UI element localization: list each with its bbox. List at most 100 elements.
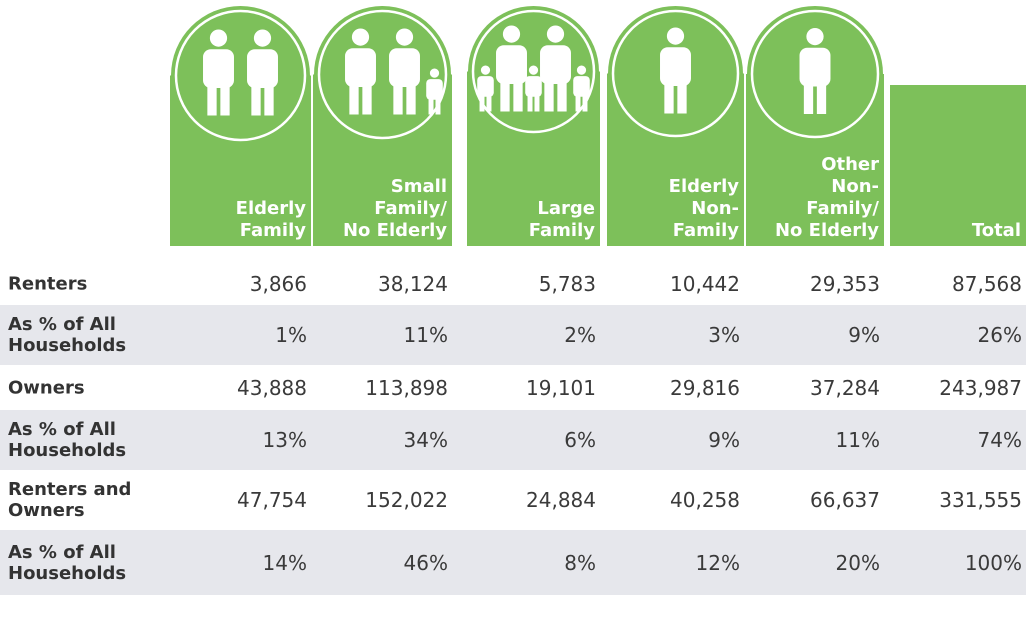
row-label: As % of All Households [8,314,127,356]
header-line: Elderly [235,198,306,219]
table-cell: 34% [403,428,448,452]
icon-head [480,65,491,75]
table-row: As % of All Households 1% 11% 2% 3% 9% 26% [0,305,1026,365]
column-header-text: Elderly Family [236,198,306,242]
column-header: Large Family [467,0,600,246]
icon-head [806,27,824,46]
table-cell: 1% [275,323,307,347]
header-line: Family [239,220,306,241]
header-line: Large [537,198,595,219]
header-line: Family [672,220,739,241]
icon-body [660,47,691,86]
icon-leg [816,79,827,114]
icon-leg [393,80,403,115]
column-header: Elderly Non- Family [607,0,744,246]
header-line: Other [821,154,879,175]
icon-body [525,76,542,97]
icon-body [540,45,571,84]
icon-leg [803,79,814,114]
header-ring [471,9,596,134]
icon-body [203,49,234,88]
table-row: Renters and Owners 47,754 152,022 24,884 40,… [0,470,1026,530]
table-cell: 11% [403,323,448,347]
header-line: Total [971,220,1021,241]
table-cell: 14% [262,550,307,575]
table-cell: 100% [964,550,1022,575]
table-row: As % of All Households 13% 34% 6% 9% 11% 74% [0,410,1026,470]
table-cell: 46% [403,550,448,575]
icon-leg [677,79,687,114]
header-line: Small [390,176,447,197]
column-header-text: Total [972,220,1021,242]
table-cell: 40,258 [670,488,740,512]
header-line: Family/ [374,198,447,219]
icon-body [389,48,420,87]
table-cell: 10,442 [670,271,740,296]
table-cell: 37,284 [810,375,880,400]
icon-head [429,68,440,78]
header-line: No Elderly [774,220,879,241]
table-cell: 3% [708,323,740,347]
header-line: Non- [691,198,739,219]
icon-body [345,48,376,87]
icon-leg [527,93,533,112]
column-header: Total [890,0,1026,246]
table-cell: 3,866 [249,271,307,296]
header-ring [750,9,880,139]
table-cell: 243,987 [939,375,1022,400]
icon-head [351,28,370,46]
table-cell: 19,101 [526,375,596,400]
icon-leg [664,79,674,114]
icon-leg [264,81,274,116]
icon-leg [428,96,434,115]
header-ring [611,9,740,138]
icon-leg [349,80,359,115]
table-row: As % of All Households 14% 46% 8% 12% 20% 100% [0,530,1026,595]
icon-leg [406,80,416,115]
table-cell: 38,124 [378,271,448,296]
icon-leg [575,93,581,112]
table-cell: 87,568 [952,271,1022,296]
table-cell: 66,637 [810,488,880,512]
table-cell: 13% [262,428,307,452]
row-label: Owners [8,377,85,398]
header-shape [607,6,744,246]
icon-head [666,27,685,45]
table-cell: 12% [695,550,740,575]
icon-leg [582,93,588,112]
header-shape [170,6,311,246]
icon-head [546,25,565,43]
icon-head [395,28,414,46]
table-row: Renters 3,866 38,124 5,783 10,442 29,353 87,56… [0,262,1026,305]
table-cell: 2% [564,323,596,347]
icon-body [496,45,527,84]
row-label: As % of All Households [8,541,127,584]
icon-body [799,47,831,87]
header-fill [746,74,884,246]
icon-head [576,65,587,75]
column-header-text: Large Family [529,198,595,242]
table-cell: 29,353 [810,271,880,296]
table-cell: 8% [564,550,596,575]
row-label: Renters [8,273,88,294]
icon-leg [220,81,230,116]
row-label: Renters and Owners [8,479,132,521]
table-row: Owners 43,888 113,898 19,101 29,816 37,284 243… [0,365,1026,410]
table-cell: 5,783 [538,271,596,296]
header-shape [313,6,452,246]
table-cell: 9% [708,428,740,452]
table-cell: 26% [977,323,1022,347]
icon-leg [544,77,554,112]
table-cell: 20% [835,550,880,575]
icon-body [477,76,494,97]
column-header-text: Small Family/No Elderly [343,176,447,242]
table-cell: 24,884 [526,488,596,512]
table-cell: 6% [564,428,596,452]
icon-body [573,76,590,97]
column-header-text: Other Non- Family/No Elderly [775,154,879,242]
header-fill [170,75,311,246]
header-fill [607,73,744,246]
header-line: Family [528,220,595,241]
icon-leg [534,93,540,112]
